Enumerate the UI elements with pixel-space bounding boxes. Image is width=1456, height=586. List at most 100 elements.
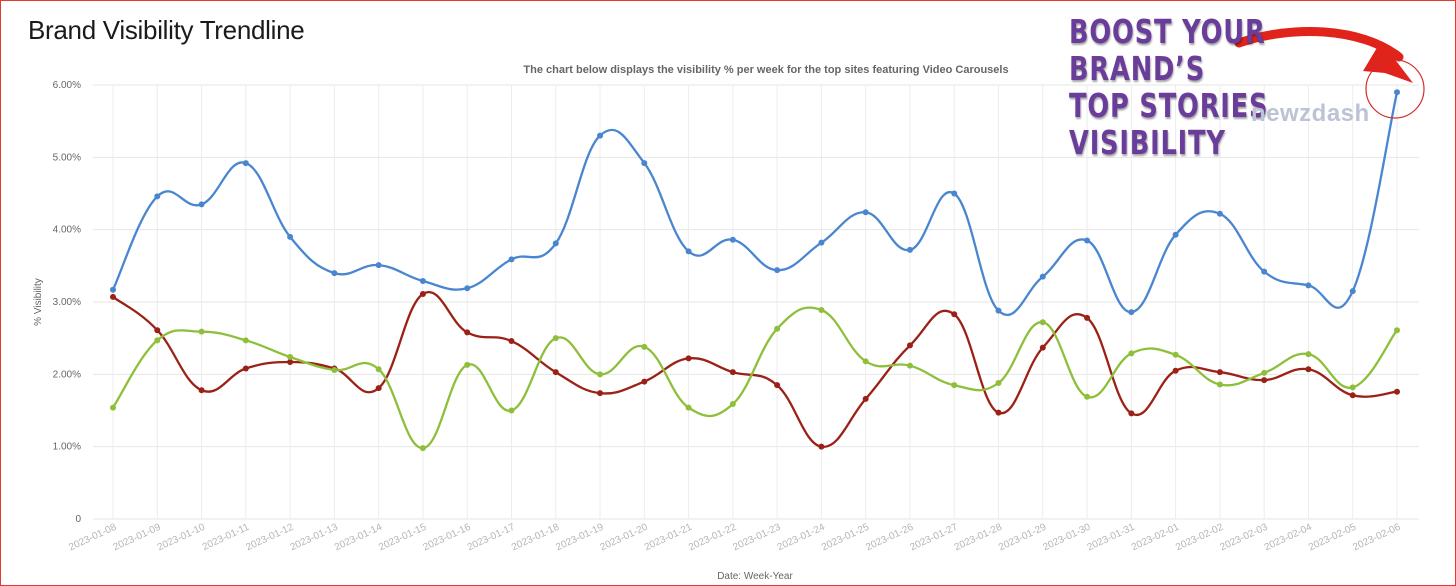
data-point[interactable] <box>774 382 781 389</box>
data-point[interactable] <box>1128 350 1135 357</box>
data-point[interactable] <box>508 338 515 345</box>
promo-line-4: VISIBILITY <box>1069 123 1226 162</box>
data-point[interactable] <box>597 132 604 139</box>
data-point[interactable] <box>906 246 913 253</box>
data-point[interactable] <box>1216 210 1223 217</box>
data-point[interactable] <box>552 335 559 342</box>
data-point[interactable] <box>1394 388 1400 395</box>
data-point[interactable] <box>951 382 958 389</box>
data-point[interactable] <box>906 362 913 369</box>
data-point[interactable] <box>1039 319 1046 326</box>
data-point[interactable] <box>1394 327 1400 334</box>
data-point[interactable] <box>110 404 116 411</box>
data-point[interactable] <box>995 307 1002 314</box>
data-point[interactable] <box>198 328 205 335</box>
data-point[interactable] <box>464 361 471 368</box>
data-point[interactable] <box>1084 314 1091 321</box>
data-point[interactable] <box>1216 381 1223 388</box>
data-point[interactable] <box>729 236 736 243</box>
data-point[interactable] <box>818 306 825 313</box>
data-point[interactable] <box>951 190 958 197</box>
data-point[interactable] <box>1261 268 1268 275</box>
data-point[interactable] <box>1349 384 1356 391</box>
data-point[interactable] <box>818 443 825 450</box>
data-point[interactable] <box>685 248 692 255</box>
data-point[interactable] <box>1172 367 1179 374</box>
data-point[interactable] <box>641 378 648 385</box>
data-point[interactable] <box>1305 351 1312 358</box>
data-point[interactable] <box>508 407 515 414</box>
data-point[interactable] <box>1128 410 1135 417</box>
data-point[interactable] <box>198 201 205 208</box>
data-point[interactable] <box>287 353 294 360</box>
data-point[interactable] <box>1349 288 1356 295</box>
chart-grid <box>93 84 1419 520</box>
data-point[interactable] <box>1394 89 1400 96</box>
data-point[interactable] <box>1084 237 1091 244</box>
data-point[interactable] <box>774 267 781 274</box>
data-point[interactable] <box>242 365 249 372</box>
data-point[interactable] <box>419 278 426 285</box>
data-point[interactable] <box>597 390 604 397</box>
data-point[interactable] <box>419 291 426 298</box>
data-point[interactable] <box>641 343 648 350</box>
data-point[interactable] <box>818 239 825 246</box>
data-point[interactable] <box>685 355 692 362</box>
data-point[interactable] <box>774 325 781 332</box>
x-tick-label: 2023-01-31 <box>1086 522 1137 554</box>
data-point[interactable] <box>242 337 249 344</box>
data-point[interactable] <box>995 380 1002 387</box>
data-point[interactable] <box>685 404 692 411</box>
data-point[interactable] <box>1039 344 1046 351</box>
data-point[interactable] <box>951 311 958 318</box>
data-point[interactable] <box>375 262 382 269</box>
data-point[interactable] <box>154 337 161 344</box>
data-point[interactable] <box>375 385 382 392</box>
data-point[interactable] <box>1128 309 1135 316</box>
data-point[interactable] <box>1172 351 1179 358</box>
data-point[interactable] <box>375 366 382 373</box>
data-point[interactable] <box>198 387 205 394</box>
x-tick-label: 2023-02-02 <box>1174 522 1225 554</box>
data-point[interactable] <box>552 240 559 247</box>
data-point[interactable] <box>597 371 604 378</box>
data-point[interactable] <box>729 369 736 376</box>
highlight-circle-icon <box>1365 59 1425 119</box>
data-point[interactable] <box>287 233 294 240</box>
data-point[interactable] <box>862 209 869 216</box>
x-tick-label: 2023-01-29 <box>997 522 1048 554</box>
data-point[interactable] <box>1261 369 1268 376</box>
data-point[interactable] <box>154 193 161 200</box>
data-point[interactable] <box>110 293 116 300</box>
data-point[interactable] <box>331 366 338 373</box>
data-point[interactable] <box>1039 273 1046 280</box>
data-point[interactable] <box>906 342 913 349</box>
data-point[interactable] <box>862 358 869 365</box>
data-point[interactable] <box>552 369 559 376</box>
data-point[interactable] <box>1172 231 1179 238</box>
data-point[interactable] <box>464 285 471 292</box>
data-point[interactable] <box>154 327 161 334</box>
promo-arrowhead-icon <box>1363 41 1413 83</box>
data-point[interactable] <box>641 160 648 167</box>
data-point[interactable] <box>110 286 116 293</box>
data-point[interactable] <box>287 359 294 366</box>
data-point[interactable] <box>419 445 426 452</box>
data-point[interactable] <box>729 400 736 407</box>
x-tick-label: 2023-01-20 <box>599 522 650 554</box>
data-point[interactable] <box>508 256 515 263</box>
data-point[interactable] <box>464 329 471 336</box>
data-point[interactable] <box>242 160 249 167</box>
data-point[interactable] <box>1084 393 1091 400</box>
data-point[interactable] <box>1261 377 1268 384</box>
data-point[interactable] <box>1349 392 1356 399</box>
data-point[interactable] <box>1305 282 1312 289</box>
data-point[interactable] <box>995 409 1002 416</box>
data-point[interactable] <box>331 270 338 277</box>
x-tick-label: 2023-01-14 <box>333 522 384 554</box>
data-point[interactable] <box>1305 366 1312 373</box>
data-point[interactable] <box>1216 369 1223 376</box>
data-point[interactable] <box>862 395 869 402</box>
brand-logo: newzdash <box>1251 100 1370 127</box>
